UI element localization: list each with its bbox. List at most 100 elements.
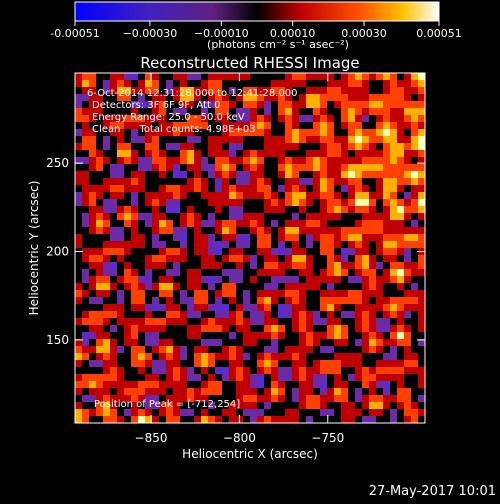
- heatmap-cell: [215, 73, 223, 81]
- heatmap-cell: [208, 374, 216, 382]
- heatmap-cell: [383, 171, 391, 179]
- heatmap-cell: [201, 269, 209, 277]
- heatmap-cell: [96, 402, 104, 410]
- heatmap-cell: [96, 297, 104, 305]
- heatmap-cell: [369, 416, 377, 423]
- heatmap-cell: [201, 220, 209, 228]
- heatmap-cell: [187, 255, 195, 263]
- heatmap-cell: [103, 269, 111, 277]
- heatmap-cell: [341, 199, 349, 207]
- heatmap-cell: [341, 178, 349, 186]
- heatmap-cell: [306, 220, 314, 228]
- heatmap-cell: [222, 73, 230, 81]
- heatmap-cell: [278, 206, 286, 214]
- heatmap-cell: [320, 94, 328, 102]
- heatmap-cell: [383, 241, 391, 249]
- heatmap-cell: [313, 227, 321, 235]
- heatmap-cell: [117, 318, 125, 326]
- heatmap-cell: [166, 241, 174, 249]
- heatmap-cell: [348, 101, 356, 109]
- heatmap-cell: [327, 381, 335, 389]
- heatmap-cell: [145, 416, 153, 423]
- heatmap-cell: [264, 346, 272, 354]
- heatmap-cell: [285, 381, 293, 389]
- heatmap-cell: [257, 290, 265, 298]
- heatmap-cell: [341, 73, 349, 81]
- heatmap-cell: [96, 73, 104, 81]
- heatmap-cell: [355, 213, 363, 221]
- heatmap-cell: [418, 290, 425, 298]
- y-tick-label: 250: [46, 156, 69, 170]
- heatmap-cell: [313, 122, 321, 130]
- heatmap-cell: [404, 283, 412, 291]
- heatmap-cell: [229, 409, 237, 417]
- heatmap-cell: [306, 255, 314, 263]
- heatmap-cell: [187, 108, 195, 116]
- heatmap-cell: [236, 108, 244, 116]
- heatmap-cell: [124, 248, 132, 256]
- heatmap-cell: [355, 241, 363, 249]
- heatmap-cell: [313, 94, 321, 102]
- heatmap-cell: [376, 283, 384, 291]
- heatmap-cell: [117, 206, 125, 214]
- heatmap-cell: [313, 199, 321, 207]
- heatmap-cell: [271, 185, 279, 193]
- heatmap-cell: [397, 318, 405, 326]
- heatmap-cell: [411, 332, 419, 340]
- heatmap-cell: [159, 381, 167, 389]
- heatmap-cell: [271, 129, 279, 137]
- heatmap-cell: [152, 374, 160, 382]
- heatmap-cell: [348, 80, 356, 88]
- heatmap-cell: [397, 374, 405, 382]
- heatmap-cell: [285, 318, 293, 326]
- x-tick-label: −850: [135, 431, 168, 445]
- heatmap-cell: [418, 241, 425, 249]
- heatmap-cell: [299, 409, 307, 417]
- heatmap-cell: [82, 318, 90, 326]
- heatmap-cell: [110, 192, 118, 200]
- heatmap-cell: [124, 136, 132, 144]
- heatmap-cell: [313, 402, 321, 410]
- heatmap-cell: [103, 409, 111, 417]
- heatmap-cell: [166, 157, 174, 165]
- heatmap-cell: [348, 416, 356, 423]
- heatmap-cell: [376, 94, 384, 102]
- heatmap-cell: [390, 290, 398, 298]
- heatmap-cell: [327, 409, 335, 417]
- heatmap-cell: [124, 290, 132, 298]
- heatmap-cell: [110, 402, 118, 410]
- heatmap-cell: [299, 206, 307, 214]
- heatmap-cell: [124, 80, 132, 88]
- heatmap-cell: [376, 416, 384, 423]
- heatmap-cell: [397, 367, 405, 375]
- heatmap-cell: [159, 115, 167, 123]
- heatmap-cell: [362, 73, 370, 81]
- heatmap-cell: [187, 178, 195, 186]
- heatmap-cell: [103, 304, 111, 312]
- heatmap-cell: [180, 325, 188, 333]
- heatmap-cell: [348, 136, 356, 144]
- heatmap-cell: [306, 150, 314, 158]
- heatmap-cell: [418, 353, 425, 361]
- heatmap-cell: [334, 87, 342, 95]
- heatmap-cell: [334, 206, 342, 214]
- heatmap-cell: [138, 339, 146, 347]
- heatmap-cell: [376, 115, 384, 123]
- heatmap-cell: [215, 339, 223, 347]
- heatmap-cell: [75, 73, 83, 81]
- heatmap-cell: [124, 220, 132, 228]
- heatmap-cell: [103, 262, 111, 270]
- heatmap-cell: [418, 199, 425, 207]
- heatmap-cell: [124, 374, 132, 382]
- heatmap-cell: [166, 409, 174, 417]
- heatmap-cell: [418, 283, 425, 291]
- heatmap-cell: [166, 136, 174, 144]
- heatmap-cell: [201, 374, 209, 382]
- heatmap-cell: [243, 262, 251, 270]
- heatmap-cell: [278, 332, 286, 340]
- heatmap-cell: [117, 346, 125, 354]
- heatmap-cell: [194, 101, 202, 109]
- heatmap-cell: [320, 220, 328, 228]
- heatmap-cell: [397, 402, 405, 410]
- heatmap-cell: [180, 402, 188, 410]
